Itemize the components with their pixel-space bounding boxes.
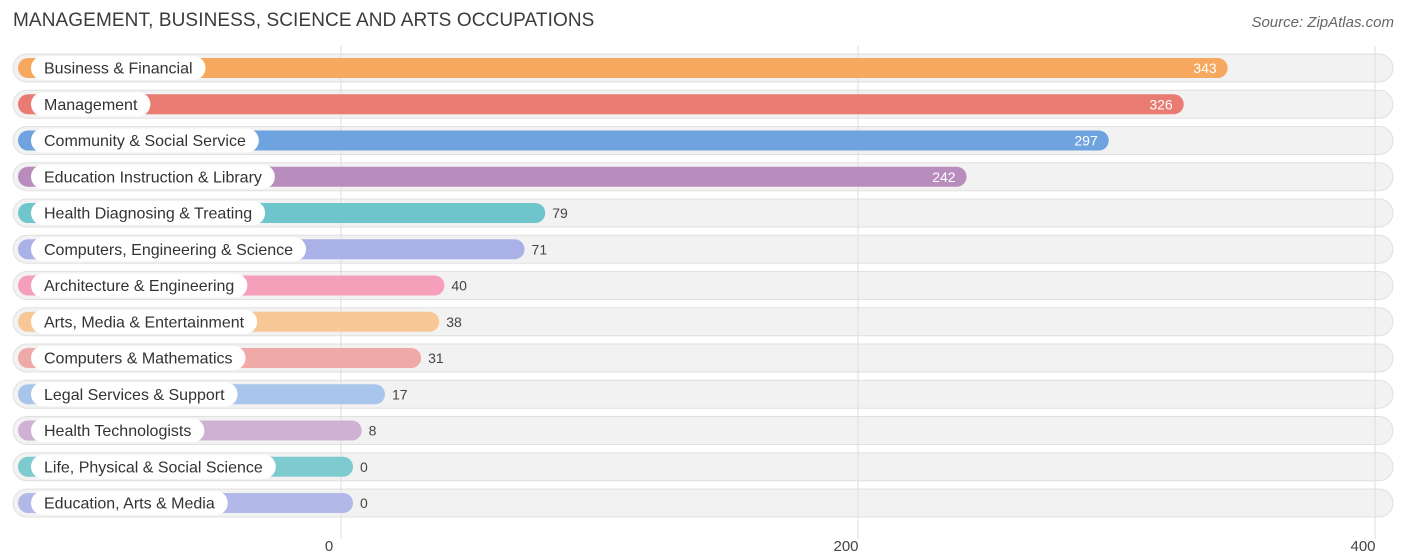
category-label-background [31,273,248,298]
value-label: 8 [369,423,377,439]
category-label: Management [44,97,138,114]
chart-source: Source: ZipAtlas.com [1251,14,1394,31]
bars: Business & Financial 343 Management 326 Comm… [18,56,1228,515]
category-label-background [31,128,259,153]
category-label: Community & Social Service [44,133,246,150]
category-label: Computers & Mathematics [44,351,233,368]
category-label: Life, Physical & Social Science [44,459,263,476]
category-label-background [31,418,205,443]
x-tick-label: 200 [833,538,858,555]
category-label: Health Diagnosing & Treating [44,206,252,223]
value-label: 242 [932,169,956,185]
bar [18,94,1184,115]
value-label: 0 [360,459,368,475]
category-label-background [31,56,206,80]
x-tick-label: 0 [325,538,333,555]
category-label: Arts, Media & Entertainment [44,314,245,331]
category-label: Education Instruction & Library [44,169,262,186]
category-label-background [31,164,275,189]
bar [18,58,1228,78]
value-label: 40 [451,278,467,294]
value-label: 0 [360,495,368,511]
category-label: Business & Financial [44,61,193,78]
category-label-background [31,201,266,225]
category-label-background [31,309,258,334]
value-label: 326 [1149,96,1173,112]
category-label-background [31,382,238,407]
value-label: 343 [1193,60,1217,76]
value-label: 297 [1074,133,1098,149]
value-label: 17 [392,386,408,402]
category-label-background [31,454,276,479]
category-label-background [31,237,307,262]
row-background [12,488,1394,518]
category-label-background [31,346,246,370]
row-background [12,452,1394,482]
category-label-background [31,92,151,117]
category-label: Legal Services & Support [44,387,225,404]
category-label: Computers, Engineering & Science [44,242,293,259]
value-label: 71 [532,241,548,257]
value-label: 31 [428,350,444,366]
category-label-background [31,491,228,515]
value-label: 79 [552,205,568,221]
category-label: Education, Arts & Media [44,496,215,513]
chart-title: MANAGEMENT, BUSINESS, SCIENCE AND ARTS O… [13,10,595,31]
value-label: 38 [446,314,462,330]
x-tick-label: 400 [1350,538,1375,555]
category-label: Health Technologists [44,423,191,440]
category-label: Architecture & Engineering [44,278,234,295]
bar [18,130,1109,151]
